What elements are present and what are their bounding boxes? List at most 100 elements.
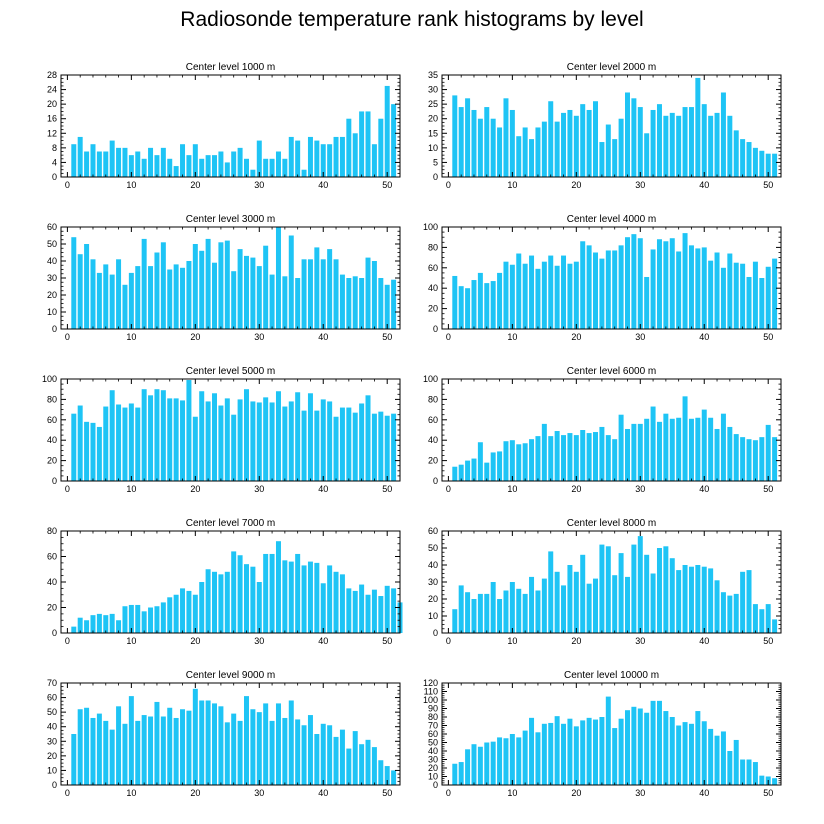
bar xyxy=(135,720,141,785)
bar xyxy=(71,144,77,177)
bar xyxy=(516,588,522,633)
bar xyxy=(752,440,758,481)
bar xyxy=(765,604,771,633)
bar xyxy=(352,731,358,785)
bar xyxy=(637,708,643,785)
y-tick-label: 0 xyxy=(52,324,57,334)
bar xyxy=(231,151,237,177)
bar xyxy=(218,151,224,177)
bar xyxy=(631,234,637,329)
bar xyxy=(84,421,90,481)
bar xyxy=(682,722,688,785)
bar xyxy=(637,238,643,329)
bar xyxy=(733,593,739,633)
bar xyxy=(269,158,275,177)
bar xyxy=(167,269,173,329)
bar xyxy=(477,593,483,633)
bar xyxy=(365,111,371,177)
x-tick-label: 50 xyxy=(763,332,773,342)
bar xyxy=(384,415,390,481)
bar xyxy=(333,136,339,177)
bar xyxy=(714,580,720,633)
bar xyxy=(282,158,288,177)
bar xyxy=(275,151,281,177)
bar xyxy=(154,606,160,633)
bar xyxy=(288,700,294,785)
bar xyxy=(465,460,471,481)
bar xyxy=(205,155,211,177)
bar xyxy=(378,118,384,177)
bar xyxy=(599,544,605,633)
bar xyxy=(122,147,128,177)
y-tick-label: 20 xyxy=(428,304,438,314)
y-tick-label: 40 xyxy=(47,435,57,445)
bar xyxy=(186,261,192,329)
bar xyxy=(90,615,96,633)
bar xyxy=(224,722,230,785)
bar xyxy=(605,546,611,633)
panel-1: Center level 1000 m 0 10 20 30 40 50 0 4 8 12 16 20 2… xyxy=(47,62,401,190)
bar xyxy=(116,259,122,329)
bar xyxy=(160,716,166,785)
bar xyxy=(122,606,128,633)
x-tick-label: 50 xyxy=(763,788,773,798)
y-tick-label: 20 xyxy=(428,114,438,124)
bar xyxy=(746,570,752,633)
x-tick-label: 10 xyxy=(126,180,136,190)
bar xyxy=(714,735,720,785)
bar xyxy=(529,439,535,481)
bar xyxy=(160,390,166,481)
bar xyxy=(548,101,554,177)
bar xyxy=(90,717,96,785)
bar xyxy=(186,155,192,177)
x-tick-label: 10 xyxy=(126,788,136,798)
bar xyxy=(503,590,509,633)
bar xyxy=(327,401,333,481)
bar xyxy=(618,414,624,481)
y-tick-label: 40 xyxy=(428,746,438,756)
y-tick-label: 20 xyxy=(47,99,57,109)
bar xyxy=(282,560,288,633)
bar xyxy=(663,115,669,177)
panel-title: Center level 5000 m xyxy=(186,366,276,377)
bar xyxy=(733,262,739,329)
bar xyxy=(84,244,90,329)
bar xyxy=(186,590,192,633)
bar xyxy=(522,127,528,177)
bar xyxy=(116,404,122,481)
bar xyxy=(746,759,752,785)
bar xyxy=(154,701,160,785)
bar xyxy=(218,405,224,481)
bar xyxy=(186,710,192,785)
bar xyxy=(352,133,358,177)
bar xyxy=(96,426,102,481)
bar xyxy=(173,264,179,329)
bar xyxy=(650,109,656,177)
bar xyxy=(256,266,262,329)
bar xyxy=(269,402,275,481)
bar xyxy=(701,104,707,177)
panel-9: Center level 9000 m 0 10 20 30 40 50 0 10 20 30 40 5… xyxy=(47,670,401,798)
bar xyxy=(465,749,471,785)
bar xyxy=(541,121,547,177)
bar xyxy=(522,263,528,329)
bar xyxy=(288,235,294,329)
bar xyxy=(269,720,275,785)
bar xyxy=(644,712,650,785)
bar xyxy=(772,153,778,177)
bar xyxy=(452,275,458,329)
bar xyxy=(256,582,262,633)
x-tick-label: 10 xyxy=(507,180,517,190)
bar xyxy=(484,742,490,785)
figure-title: Radiosonde temperature rank histograms b… xyxy=(180,8,644,31)
bar xyxy=(263,245,269,329)
x-tick-label: 10 xyxy=(126,484,136,494)
bar xyxy=(333,416,339,481)
y-tick-label: 0 xyxy=(433,172,438,182)
bar xyxy=(244,158,249,177)
bar xyxy=(320,144,326,177)
bar xyxy=(720,267,726,329)
bar xyxy=(84,620,90,633)
bar xyxy=(631,98,637,177)
bar xyxy=(199,582,205,633)
